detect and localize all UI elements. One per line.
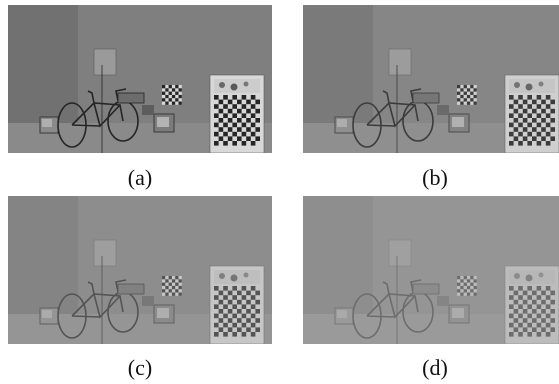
haze-overlay [8,5,272,153]
haze-overlay [303,196,559,344]
bicycle [57,65,145,153]
panel-a-caption: (a) [127,165,153,190]
small-checkerboard [457,85,477,105]
large-checkerboard [504,74,559,153]
panel-d-caption: (d) [422,355,448,380]
panel-b-image [303,5,559,153]
hanging-cloth [388,48,412,76]
hanging-cloth [93,48,117,76]
panel-c-image [8,196,272,344]
boxes [39,296,175,325]
boxes [39,105,175,134]
panel-d-image [303,196,559,344]
large-checkerboard [209,265,265,344]
small-checkerboard [162,85,182,105]
haze-overlay [303,5,559,153]
hanging-cloth [93,239,117,267]
haze-overlay [8,196,272,344]
bicycle [57,256,145,344]
small-checkerboard [162,276,182,296]
panel-b-caption: (b) [422,165,448,190]
panel-c-caption: (c) [127,355,153,380]
large-checkerboard [209,74,265,153]
bicycle [352,65,440,153]
boxes [334,105,470,134]
panel-a-image [8,5,272,153]
